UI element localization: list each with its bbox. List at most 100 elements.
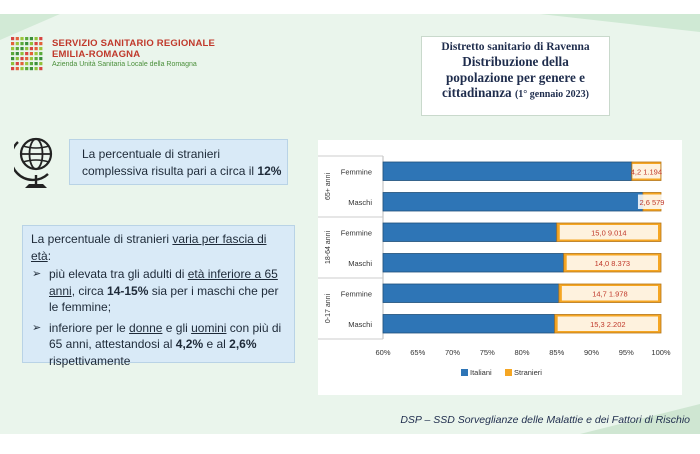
group-label: 0-17 anni xyxy=(325,293,332,323)
logo-dot xyxy=(29,37,33,41)
title-line2: Distribuzione della xyxy=(462,54,569,69)
logo-dot xyxy=(15,57,19,61)
logo-dot xyxy=(34,47,38,51)
legend-swatch-italiani xyxy=(461,369,468,376)
x-tick-label: 85% xyxy=(549,348,564,357)
globe-icon xyxy=(14,137,53,188)
logo-text: SERVIZIO SANITARIO REGIONALE EMILIA-ROMA… xyxy=(52,38,215,70)
bar-italiani xyxy=(382,314,556,334)
data-label-bg xyxy=(566,255,658,270)
data-label-bg xyxy=(637,194,666,209)
data-label-bg xyxy=(561,286,658,301)
b1-u1: età inferiore a 65 xyxy=(187,267,278,281)
data-label: 15,0 9.014 xyxy=(591,228,626,237)
title-box: Distretto sanitario di Ravenna Distribuz… xyxy=(421,36,610,116)
logo-line2: EMILIA-ROMAGNA xyxy=(52,49,141,60)
bullet-item-2: ➢ inferiore per le donne e gli uomini co… xyxy=(31,320,288,370)
logo-line3: Azienda Unità Sanitaria Locale della Rom… xyxy=(52,61,197,68)
b2-e: rispettivamente xyxy=(49,353,131,368)
logo-dot xyxy=(25,62,29,66)
title-line4-text: cittadinanza xyxy=(442,85,512,100)
info-total-line2-text: complessiva risulta pari a circa il xyxy=(82,164,258,178)
logo-dot xyxy=(11,67,15,71)
info-age-intro-u: varia per fascia di età xyxy=(31,232,267,263)
bar-italiani xyxy=(382,283,560,303)
footer-text: DSP – SSD Sorveglianze delle Malattie e … xyxy=(400,414,690,426)
b2-d: e al xyxy=(203,337,230,351)
b1-b: , circa xyxy=(71,283,108,298)
logo-dot xyxy=(25,42,29,46)
logo-dot xyxy=(15,42,19,46)
logo-dot xyxy=(39,67,43,71)
b1-bold: 14-15% xyxy=(107,283,149,298)
x-tick-label: 70% xyxy=(445,348,460,357)
b2-b: e gli xyxy=(162,320,192,335)
logo-dot xyxy=(20,37,24,41)
title-main: Distribuzione della popolazione per gene… xyxy=(422,54,609,103)
logo-dot xyxy=(25,57,29,61)
corner-decoration-top-left xyxy=(0,14,60,40)
b2-v1: 4,2% xyxy=(175,337,204,351)
logo-dot xyxy=(29,52,33,56)
logo-dot xyxy=(39,47,43,51)
bar-italiani xyxy=(382,192,644,212)
logo-dot xyxy=(11,57,15,61)
logo-dot xyxy=(29,67,33,71)
data-label: 14,0 8.373 xyxy=(595,259,630,268)
stacked-bar-chart: 4,2 1.194 Femmine 2,6 579 Maschi 15,0 9.014 F… xyxy=(318,155,671,377)
bar-italiani xyxy=(382,222,558,242)
b1-u2: anni xyxy=(49,283,72,298)
logo-dot xyxy=(34,67,38,71)
logo-dot xyxy=(15,62,19,66)
category-label: Femmine xyxy=(341,167,372,176)
x-tick-label: 80% xyxy=(514,348,529,357)
logo-dot xyxy=(20,47,24,51)
logo-dot xyxy=(39,57,43,61)
data-label-bg xyxy=(559,225,658,240)
data-label-bg xyxy=(632,164,661,179)
logo-dot xyxy=(39,52,43,56)
logo-dot xyxy=(29,42,33,46)
logo-dot xyxy=(25,52,29,56)
bar-italiani xyxy=(382,161,633,181)
data-label: 14,7 1.978 xyxy=(592,289,627,298)
title-date: (1° gennaio 2023) xyxy=(514,89,589,100)
data-label: 15,3 2.202 xyxy=(590,320,625,329)
logo-dot xyxy=(29,47,33,51)
data-label: 4,2 1.194 xyxy=(631,167,662,176)
bullet-item-1: ➢ più elevata tra gli adulti di età infe… xyxy=(31,266,288,316)
logo-dot xyxy=(11,37,15,41)
logo-dot xyxy=(25,37,29,41)
title-line3: popolazione per genere e xyxy=(445,69,586,85)
arrow-bullet-icon: ➢ xyxy=(32,268,42,280)
logo-dot xyxy=(34,57,38,61)
logo-dot xyxy=(29,57,33,61)
category-label: Maschi xyxy=(348,259,372,268)
info-total-line1: La percentuale di stranieri xyxy=(82,147,221,161)
logo-dot xyxy=(20,52,24,56)
logo-dot xyxy=(11,52,15,56)
logo-grid-icon xyxy=(11,37,43,71)
logo-dot xyxy=(34,42,38,46)
corner-decoration-top-right xyxy=(540,14,700,32)
info-age-intro-b: : xyxy=(47,248,52,263)
x-tick-label: 95% xyxy=(619,348,634,357)
category-label: Femmine xyxy=(341,289,372,298)
x-tick-label: 65% xyxy=(410,348,425,357)
info-total-value: 12% xyxy=(257,164,282,178)
logo-dot xyxy=(39,37,43,41)
logo-dot xyxy=(34,62,38,66)
group-label: 18-64 anni xyxy=(325,231,332,265)
info-age-intro-a: La percentuale di stranieri xyxy=(31,232,173,246)
category-label: Femmine xyxy=(341,228,372,237)
category-label: Maschi xyxy=(348,198,372,207)
x-tick-label: 60% xyxy=(375,348,390,357)
logo-dot xyxy=(29,62,33,66)
logo-dot xyxy=(20,62,24,66)
b2-v2: 2,6% xyxy=(229,337,257,351)
group-label: 65+ anni xyxy=(325,173,332,200)
legend-swatch-stranieri xyxy=(505,369,512,376)
data-label-bg xyxy=(557,316,658,331)
logo-dot xyxy=(20,57,24,61)
logo-dot xyxy=(11,62,15,66)
